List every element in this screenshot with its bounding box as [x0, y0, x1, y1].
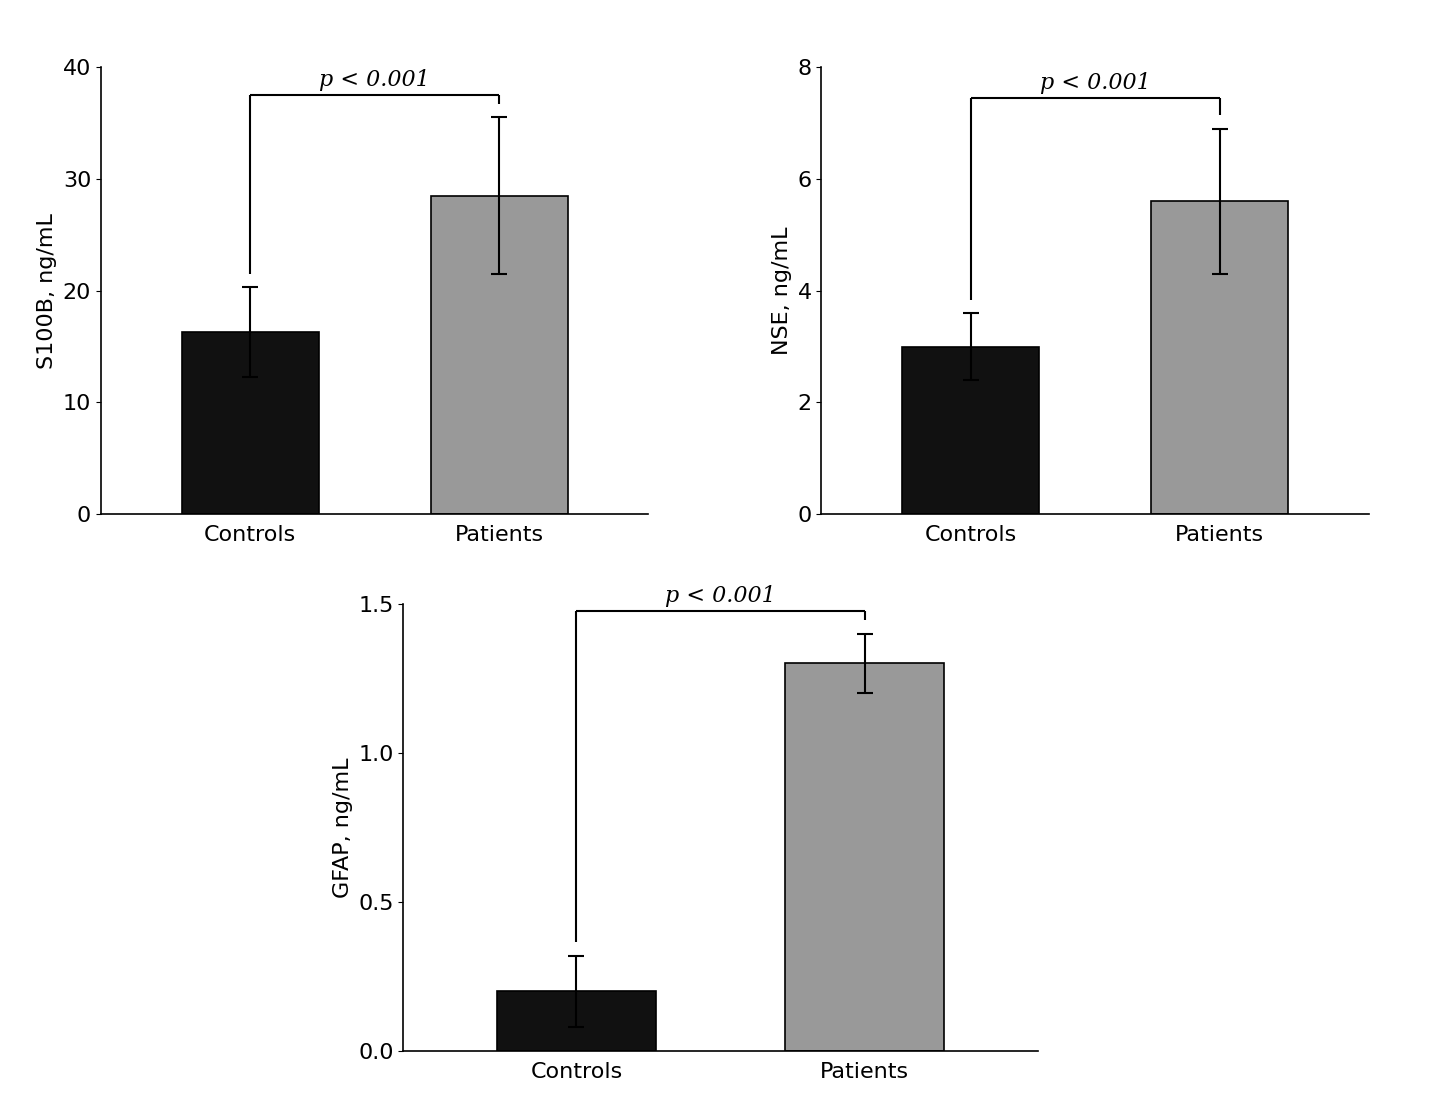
Bar: [497, 992, 656, 1051]
Bar: [902, 347, 1039, 514]
Bar: [785, 663, 944, 1051]
Y-axis label: S100B, ng/mL: S100B, ng/mL: [37, 212, 58, 369]
Text: p < 0.001: p < 0.001: [666, 585, 775, 607]
Text: p < 0.001: p < 0.001: [1040, 72, 1150, 94]
Y-axis label: GFAP, ng/mL: GFAP, ng/mL: [333, 757, 353, 898]
Y-axis label: NSE, ng/mL: NSE, ng/mL: [772, 227, 793, 354]
Text: p < 0.001: p < 0.001: [320, 68, 429, 91]
Bar: [182, 332, 318, 514]
Bar: [1151, 201, 1288, 514]
Bar: [431, 196, 568, 514]
